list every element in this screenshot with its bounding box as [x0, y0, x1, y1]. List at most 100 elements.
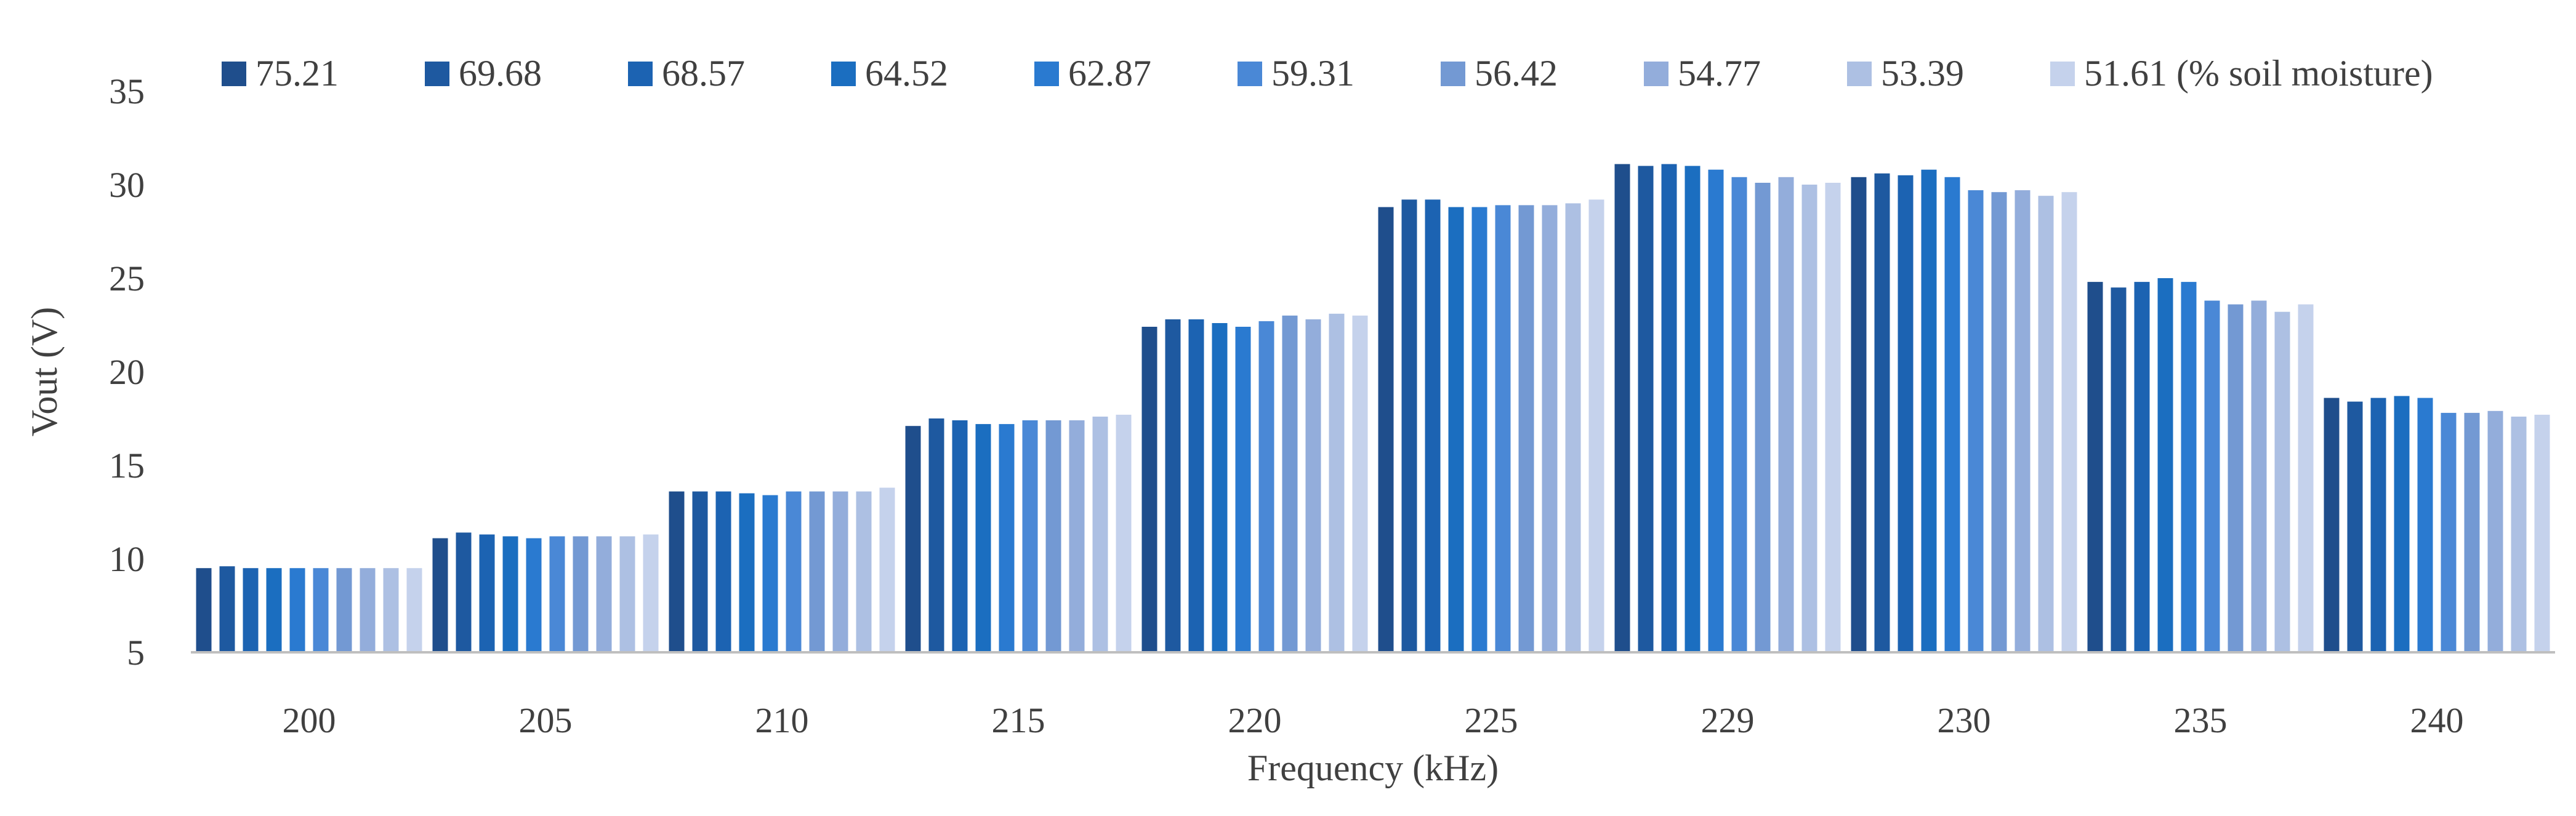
x-axis-title: Frequency (kHz) — [1247, 748, 1499, 788]
legend-label: 53.39 — [1881, 53, 1964, 94]
bar — [1495, 205, 1511, 652]
legend-swatch — [425, 62, 449, 86]
bar — [1258, 321, 1274, 652]
legend-label: 62.87 — [1068, 53, 1151, 94]
legend-swatch — [831, 62, 856, 86]
legend-swatch — [628, 62, 653, 86]
bar — [479, 534, 495, 652]
bar — [1352, 315, 1368, 652]
x-tick-label: 235 — [2174, 700, 2228, 740]
bar — [2394, 396, 2410, 652]
x-tick-label: 210 — [755, 700, 809, 740]
bar — [1471, 207, 1487, 652]
bar — [1968, 190, 1984, 653]
bar — [2181, 282, 2197, 653]
bar — [243, 568, 259, 652]
bar — [2157, 278, 2173, 652]
bars — [196, 164, 2550, 653]
bar — [2015, 190, 2031, 653]
bar — [2228, 304, 2244, 653]
bar — [1614, 164, 1630, 653]
legend-swatch — [1644, 62, 1668, 86]
bar — [1898, 175, 1914, 652]
x-tick-label: 200 — [283, 700, 336, 740]
bar — [2298, 304, 2314, 653]
bar — [1684, 166, 1701, 653]
bar — [928, 418, 944, 652]
bar — [1991, 192, 2007, 652]
bar — [1448, 207, 1464, 652]
bar — [1851, 177, 1867, 652]
bar — [856, 491, 872, 652]
legend-label: 51.61 (% soil moisture) — [2084, 53, 2433, 94]
bar — [549, 536, 565, 652]
legend-swatch — [1034, 62, 1059, 86]
bar — [1045, 420, 1061, 652]
bar — [832, 491, 848, 652]
bar — [692, 491, 708, 652]
bar — [739, 493, 755, 652]
bar — [406, 568, 422, 652]
legend-label: 68.57 — [662, 53, 745, 94]
bar — [1874, 173, 1890, 652]
bar — [596, 536, 612, 652]
legend-label: 56.42 — [1475, 53, 1558, 94]
bar — [2274, 311, 2290, 652]
bar — [879, 487, 895, 652]
bar — [1069, 420, 1085, 652]
y-axis-title: Vout (V) — [24, 307, 65, 437]
legend-label: 54.77 — [1678, 53, 1761, 94]
legend-swatch — [2050, 62, 2075, 86]
x-tick-label: 230 — [1938, 700, 1991, 740]
bar — [2347, 401, 2363, 652]
legend-label: 75.21 — [256, 53, 339, 94]
bar — [1731, 177, 1747, 652]
bar — [762, 495, 778, 652]
bar — [336, 568, 352, 652]
bar — [573, 536, 589, 652]
bar — [266, 568, 282, 652]
bar — [2417, 398, 2433, 652]
bar — [2487, 410, 2503, 652]
bar — [1305, 319, 1321, 652]
bar — [502, 536, 518, 652]
x-axis-ticks: 200 205 210 215 220 225 229 230 235 240 — [283, 700, 2464, 740]
bar — [1425, 199, 1441, 652]
y-tick-label: 35 — [109, 71, 145, 111]
bar — [313, 568, 329, 652]
bar — [1565, 203, 1581, 652]
bar — [809, 491, 825, 652]
bar — [619, 536, 635, 652]
bar — [1708, 169, 1724, 652]
bar — [2061, 192, 2077, 652]
bar — [905, 426, 921, 652]
bar — [669, 491, 685, 652]
legend: 75.21 69.68 68.57 64.52 62.87 59.31 56.42 54.77… — [222, 53, 2433, 94]
x-tick-label: 240 — [2410, 700, 2464, 740]
bar — [1944, 177, 1960, 652]
y-axis-ticks: 5 10 15 20 25 30 35 — [109, 71, 145, 673]
bar — [2370, 398, 2386, 652]
y-tick-label: 5 — [127, 633, 145, 673]
bar — [643, 534, 659, 652]
bar — [1141, 327, 1157, 652]
bar — [1542, 205, 1558, 652]
bar — [1755, 183, 1771, 652]
bar — [2324, 398, 2340, 652]
bar — [219, 566, 235, 652]
bar — [975, 424, 991, 652]
bar — [952, 420, 968, 652]
bar — [456, 532, 472, 652]
y-tick-label: 10 — [109, 539, 145, 579]
bar — [289, 568, 305, 652]
bar — [1092, 417, 1108, 652]
bar — [2087, 282, 2103, 653]
bar — [2464, 412, 2480, 652]
legend-label: 64.52 — [865, 53, 948, 94]
x-tick-label: 229 — [1701, 700, 1755, 740]
bar — [383, 568, 399, 652]
bar — [2134, 282, 2150, 653]
bar — [1588, 199, 1604, 652]
bar — [2534, 414, 2550, 652]
